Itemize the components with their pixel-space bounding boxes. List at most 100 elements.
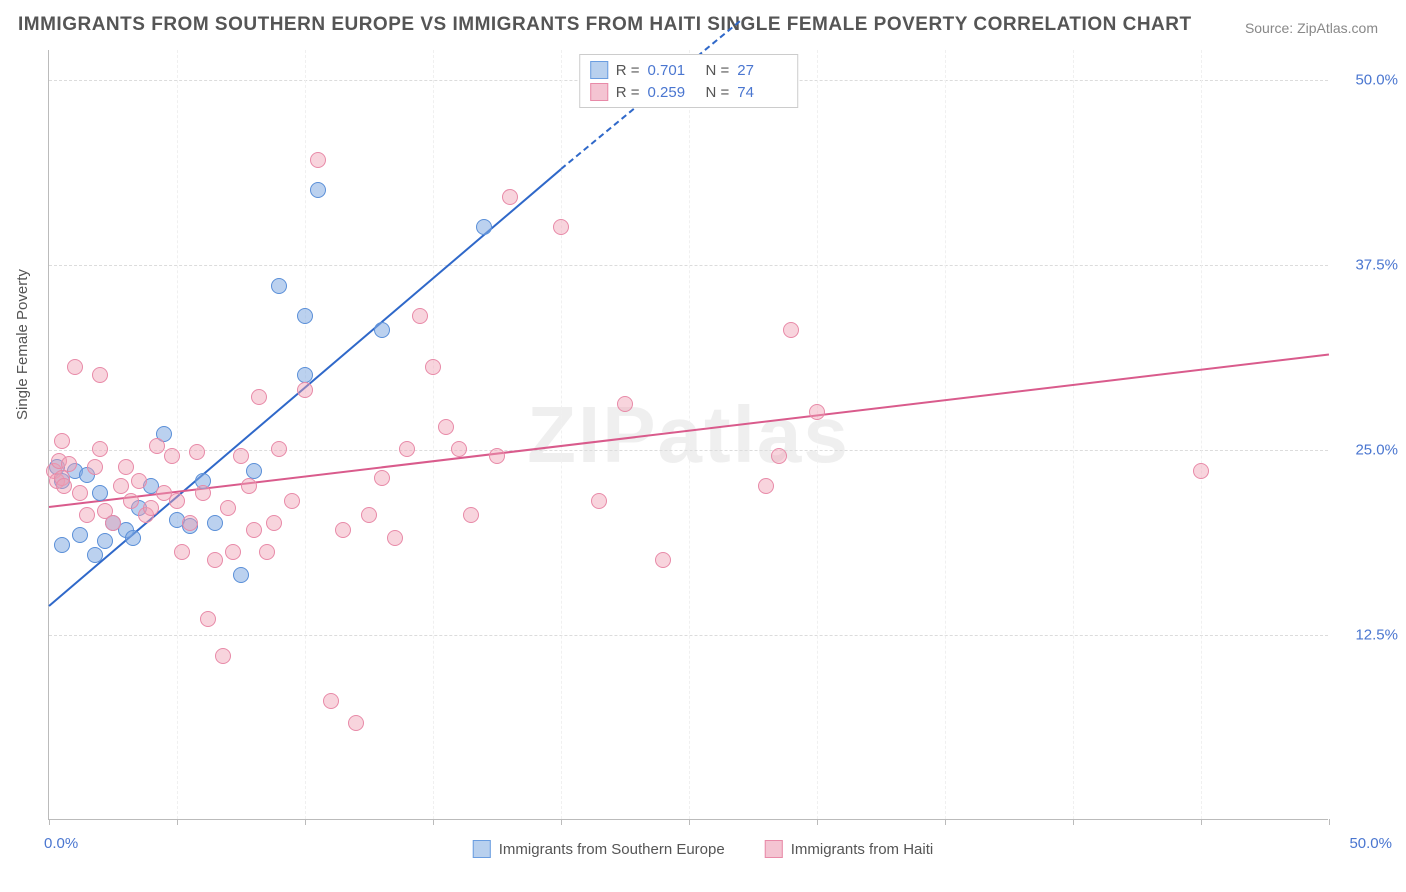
scatter-point (502, 189, 518, 205)
n-label: N = (706, 62, 730, 79)
gridline-vertical (305, 50, 306, 819)
scatter-point (169, 493, 185, 509)
x-tick-mark (817, 819, 818, 825)
scatter-point (92, 441, 108, 457)
scatter-point (195, 485, 211, 501)
scatter-point (348, 715, 364, 731)
scatter-point (463, 507, 479, 523)
y-tick-label: 50.0% (1338, 71, 1398, 88)
scatter-point (149, 438, 165, 454)
x-tick-mark (945, 819, 946, 825)
y-axis-label: Single Female Poverty (14, 269, 31, 420)
scatter-point (118, 459, 134, 475)
r-value-2: 0.259 (648, 84, 698, 101)
x-tick-mark (177, 819, 178, 825)
scatter-point (233, 567, 249, 583)
x-tick-mark (689, 819, 690, 825)
scatter-point (783, 322, 799, 338)
scatter-point (72, 527, 88, 543)
scatter-point (246, 463, 262, 479)
scatter-point (771, 448, 787, 464)
legend-item-2: Immigrants from Haiti (765, 840, 934, 858)
legend-item-1: Immigrants from Southern Europe (473, 840, 725, 858)
n-value-1: 27 (737, 62, 787, 79)
scatter-point (220, 500, 236, 516)
scatter-point (207, 552, 223, 568)
scatter-point (61, 456, 77, 472)
scatter-point (271, 278, 287, 294)
y-tick-label: 12.5% (1338, 626, 1398, 643)
scatter-point (266, 515, 282, 531)
scatter-point (164, 448, 180, 464)
n-label: N = (706, 84, 730, 101)
x-axis-start-label: 0.0% (44, 835, 78, 852)
stats-row-series-2: R = 0.259 N = 74 (590, 81, 788, 103)
scatter-point (200, 611, 216, 627)
scatter-point (335, 522, 351, 538)
swatch-series-1 (473, 840, 491, 858)
scatter-point (207, 515, 223, 531)
gridline-vertical (817, 50, 818, 819)
scatter-point (189, 444, 205, 460)
scatter-point (617, 396, 633, 412)
gridline-vertical (1073, 50, 1074, 819)
scatter-point (125, 530, 141, 546)
legend-label-2: Immigrants from Haiti (791, 841, 934, 858)
x-tick-mark (49, 819, 50, 825)
scatter-point (67, 359, 83, 375)
y-tick-label: 37.5% (1338, 256, 1398, 273)
scatter-point (251, 389, 267, 405)
scatter-point (655, 552, 671, 568)
correlation-stats-legend: R = 0.701 N = 27 R = 0.259 N = 74 (579, 54, 799, 108)
r-value-1: 0.701 (648, 62, 698, 79)
scatter-point (553, 219, 569, 235)
scatter-point (323, 693, 339, 709)
scatter-chart-area: ZIPatlas R = 0.701 N = 27 R = 0.259 N = … (48, 50, 1328, 820)
scatter-point (374, 322, 390, 338)
scatter-point (246, 522, 262, 538)
scatter-point (476, 219, 492, 235)
stats-row-series-1: R = 0.701 N = 27 (590, 59, 788, 81)
scatter-point (105, 515, 121, 531)
scatter-point (225, 544, 241, 560)
scatter-point (809, 404, 825, 420)
series-legend: Immigrants from Southern Europe Immigran… (473, 840, 933, 858)
scatter-point (259, 544, 275, 560)
scatter-point (143, 500, 159, 516)
x-tick-mark (305, 819, 306, 825)
r-label: R = (616, 84, 640, 101)
scatter-point (425, 359, 441, 375)
scatter-point (92, 367, 108, 383)
scatter-point (297, 367, 313, 383)
scatter-point (374, 470, 390, 486)
scatter-point (758, 478, 774, 494)
chart-title: IMMIGRANTS FROM SOUTHERN EUROPE VS IMMIG… (18, 14, 1192, 36)
scatter-point (1193, 463, 1209, 479)
x-tick-mark (433, 819, 434, 825)
source-attribution: Source: ZipAtlas.com (1245, 20, 1378, 36)
scatter-point (174, 544, 190, 560)
legend-label-1: Immigrants from Southern Europe (499, 841, 725, 858)
scatter-point (489, 448, 505, 464)
x-tick-mark (561, 819, 562, 825)
n-value-2: 74 (737, 84, 787, 101)
scatter-point (72, 485, 88, 501)
x-tick-mark (1329, 819, 1330, 825)
scatter-point (79, 507, 95, 523)
scatter-point (451, 441, 467, 457)
scatter-point (97, 533, 113, 549)
scatter-point (297, 308, 313, 324)
scatter-point (361, 507, 377, 523)
x-tick-mark (1073, 819, 1074, 825)
scatter-point (54, 433, 70, 449)
scatter-point (297, 382, 313, 398)
scatter-point (215, 648, 231, 664)
scatter-point (182, 515, 198, 531)
gridline-vertical (945, 50, 946, 819)
scatter-point (92, 485, 108, 501)
scatter-point (54, 537, 70, 553)
scatter-point (310, 182, 326, 198)
scatter-point (387, 530, 403, 546)
scatter-point (271, 441, 287, 457)
scatter-point (56, 478, 72, 494)
